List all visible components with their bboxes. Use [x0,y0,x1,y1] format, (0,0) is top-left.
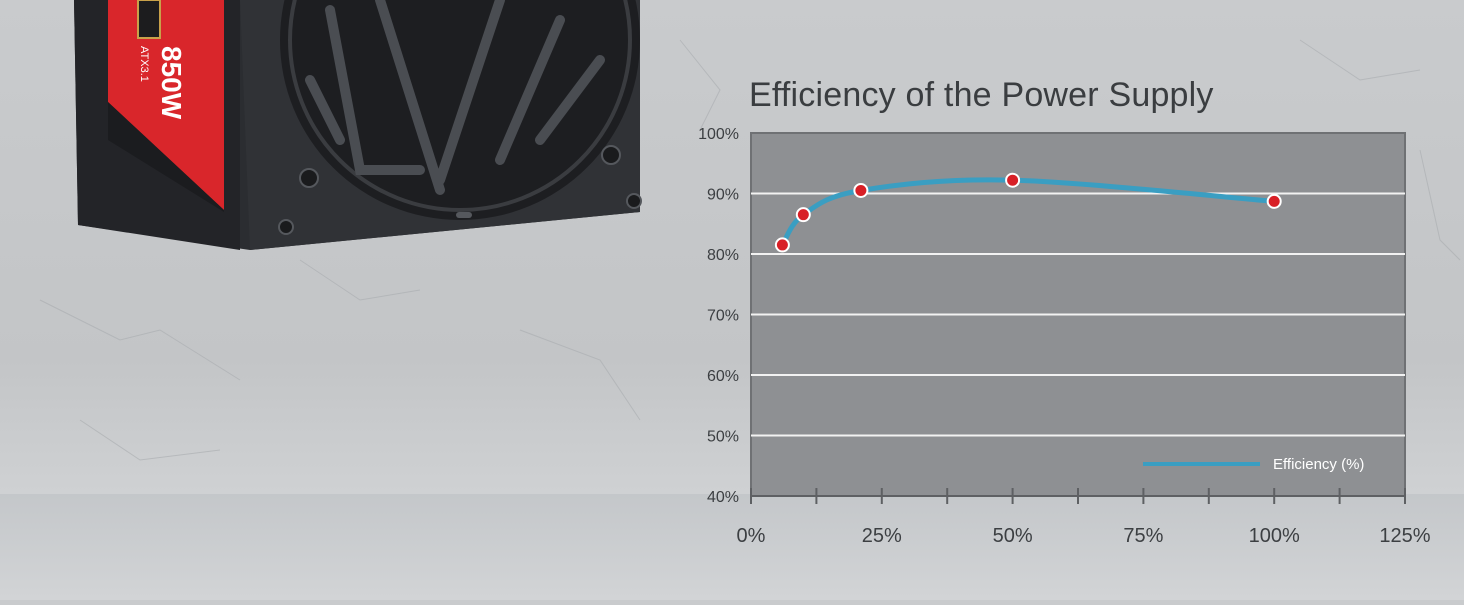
x-axis-ticks: 0% 25% 50% 75% 100% 125% [737,488,1431,547]
power-supply-image: 850W ATX3.1 [74,0,642,250]
y-tick-label: 50% [707,429,739,446]
y-tick-label: 80% [707,247,739,264]
legend-label: Efficiency (%) [1273,456,1364,473]
series-group [774,172,1282,253]
y-tick-label: 60% [707,368,739,385]
x-tick-label: 75% [1123,525,1163,547]
data-point [853,182,869,198]
screw [601,145,621,165]
data-point [1005,172,1021,188]
y-tick-label: 100% [698,126,739,143]
floor-surface [0,494,1464,600]
screw [278,219,294,235]
psu-standard-text: ATX3.1 [138,46,150,82]
psu-model-text: 850W [156,46,187,120]
legend: Efficiency (%) [1143,456,1364,473]
y-tick-label: 70% [707,308,739,325]
fan-grille [305,0,605,195]
y-axis-ticks: 40% 50% 60% 70% 80% 90% 100% [698,126,739,506]
screw [299,168,319,188]
x-tick-label: 125% [1379,525,1430,547]
x-tick-label: 100% [1249,525,1300,547]
x-tick-label: 0% [737,525,766,547]
psu-red-label [108,0,224,210]
x-tick-label: 25% [862,525,902,547]
data-point [774,237,790,253]
chart-title: Efficiency of the Power Supply [749,76,1214,114]
data-point [1266,193,1282,209]
y-tick-label: 90% [707,187,739,204]
x-tick-label: 50% [993,525,1033,547]
screw [626,193,642,209]
gold-badge [137,0,161,39]
data-point [795,207,811,223]
y-tick-label: 40% [707,489,739,506]
